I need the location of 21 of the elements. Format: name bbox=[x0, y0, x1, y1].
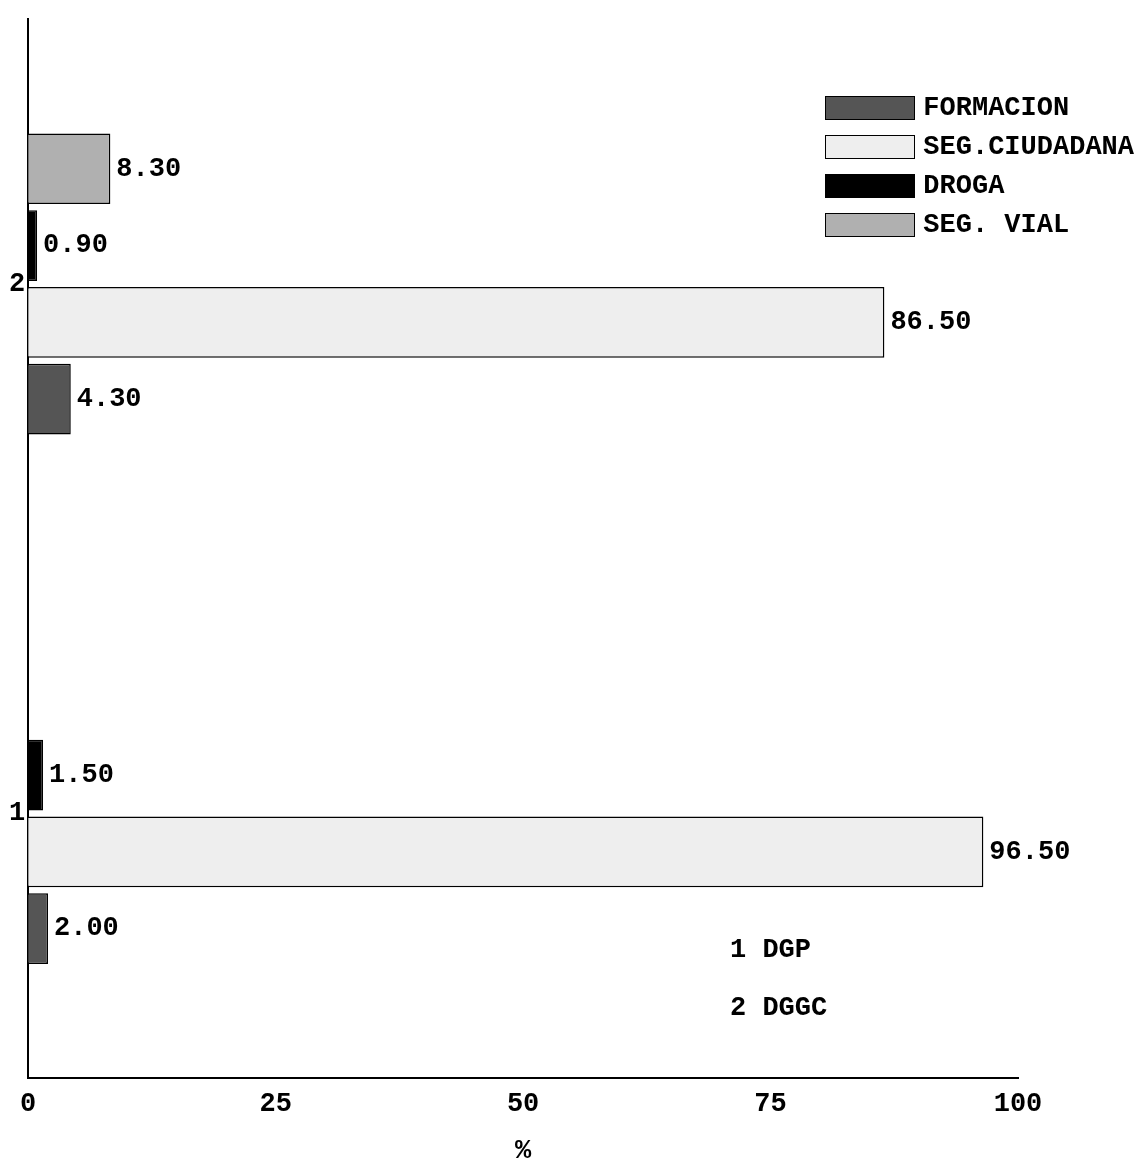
data-label: 2.00 bbox=[54, 913, 119, 944]
data-label: 86.50 bbox=[890, 307, 972, 338]
data-label: 96.50 bbox=[989, 836, 1071, 867]
y-tick-label: 1 bbox=[9, 798, 26, 829]
data-label: 8.30 bbox=[116, 153, 182, 184]
x-axis-title: % bbox=[515, 1135, 532, 1166]
x-tick-label: 0 bbox=[20, 1089, 37, 1120]
data-label: 0.90 bbox=[43, 230, 108, 261]
annotation: 2 DGGC bbox=[730, 993, 828, 1025]
annotation: 1 DGP bbox=[730, 935, 812, 967]
y-tick-label: 2 bbox=[9, 268, 26, 299]
legend-label: DROGA bbox=[923, 170, 1005, 201]
data-label: 1.50 bbox=[49, 759, 114, 790]
x-tick-label: 100 bbox=[993, 1089, 1043, 1120]
data-label: 4.30 bbox=[76, 383, 142, 414]
x-tick-label: 50 bbox=[506, 1089, 540, 1120]
x-tick-label: 75 bbox=[754, 1089, 787, 1120]
legend-label: SEG.CIUDADANA bbox=[923, 131, 1134, 162]
legend-label: FORMACION bbox=[923, 92, 1070, 123]
legend-label: SEG. VIAL bbox=[923, 209, 1070, 240]
x-tick-label: 25 bbox=[259, 1089, 292, 1120]
